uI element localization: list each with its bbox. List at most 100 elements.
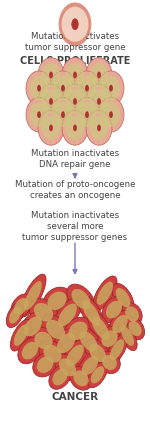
- Ellipse shape: [14, 298, 28, 315]
- Ellipse shape: [39, 340, 66, 367]
- Ellipse shape: [38, 58, 64, 92]
- Ellipse shape: [74, 370, 88, 386]
- Ellipse shape: [66, 116, 84, 140]
- Ellipse shape: [34, 303, 53, 321]
- Ellipse shape: [66, 63, 84, 87]
- Ellipse shape: [97, 98, 101, 105]
- Ellipse shape: [125, 318, 145, 340]
- Ellipse shape: [78, 102, 96, 127]
- Ellipse shape: [41, 315, 70, 344]
- Text: Mutation inactivates
several more
tumor suppressor genes: Mutation inactivates several more tumor …: [22, 211, 128, 242]
- Ellipse shape: [47, 292, 67, 310]
- Ellipse shape: [26, 97, 52, 132]
- Ellipse shape: [24, 281, 42, 310]
- Ellipse shape: [97, 282, 113, 305]
- Ellipse shape: [112, 315, 128, 333]
- Ellipse shape: [93, 276, 117, 310]
- Ellipse shape: [74, 71, 100, 105]
- Ellipse shape: [72, 19, 78, 30]
- Ellipse shape: [73, 71, 77, 78]
- Ellipse shape: [38, 111, 64, 145]
- Ellipse shape: [10, 319, 32, 351]
- Ellipse shape: [42, 63, 60, 87]
- Ellipse shape: [101, 330, 118, 347]
- Ellipse shape: [37, 111, 41, 118]
- Ellipse shape: [110, 339, 124, 360]
- Ellipse shape: [43, 287, 71, 314]
- Ellipse shape: [30, 102, 48, 127]
- Ellipse shape: [33, 352, 57, 377]
- Ellipse shape: [38, 84, 64, 119]
- Text: CELLS PROLIFERATE: CELLS PROLIFERATE: [20, 56, 130, 66]
- Ellipse shape: [62, 340, 88, 371]
- Ellipse shape: [106, 301, 122, 318]
- Ellipse shape: [54, 102, 72, 127]
- Ellipse shape: [75, 326, 102, 356]
- Ellipse shape: [78, 352, 102, 379]
- Ellipse shape: [42, 89, 60, 114]
- Ellipse shape: [43, 345, 62, 363]
- Ellipse shape: [49, 71, 53, 78]
- Ellipse shape: [49, 365, 71, 389]
- Ellipse shape: [73, 98, 77, 105]
- Ellipse shape: [102, 76, 120, 101]
- Ellipse shape: [106, 334, 128, 365]
- Ellipse shape: [121, 326, 134, 346]
- Ellipse shape: [22, 342, 38, 359]
- Ellipse shape: [86, 111, 112, 145]
- Ellipse shape: [46, 320, 65, 339]
- Ellipse shape: [20, 274, 46, 317]
- Ellipse shape: [98, 326, 122, 351]
- Ellipse shape: [82, 300, 101, 326]
- Ellipse shape: [70, 366, 92, 390]
- Ellipse shape: [91, 366, 104, 384]
- Ellipse shape: [64, 317, 92, 344]
- Text: Mutation of proto-oncogene
creates an oncogene: Mutation of proto-oncogene creates an on…: [15, 179, 135, 200]
- Ellipse shape: [102, 102, 120, 127]
- Ellipse shape: [49, 124, 53, 131]
- Ellipse shape: [58, 303, 77, 326]
- Ellipse shape: [24, 316, 42, 336]
- Ellipse shape: [55, 354, 80, 381]
- Ellipse shape: [102, 355, 117, 370]
- Ellipse shape: [37, 356, 53, 373]
- Ellipse shape: [59, 359, 76, 376]
- Ellipse shape: [108, 310, 132, 338]
- Ellipse shape: [61, 111, 65, 118]
- Ellipse shape: [52, 369, 68, 385]
- Ellipse shape: [88, 362, 107, 388]
- Ellipse shape: [66, 89, 84, 114]
- Ellipse shape: [74, 97, 100, 132]
- Ellipse shape: [67, 284, 95, 314]
- Ellipse shape: [73, 124, 77, 131]
- Ellipse shape: [62, 58, 88, 92]
- Ellipse shape: [128, 321, 142, 336]
- Ellipse shape: [78, 294, 105, 332]
- Ellipse shape: [14, 325, 28, 346]
- Ellipse shape: [90, 116, 108, 140]
- Ellipse shape: [109, 85, 113, 92]
- Ellipse shape: [62, 111, 88, 145]
- Ellipse shape: [80, 331, 98, 351]
- Ellipse shape: [61, 85, 65, 92]
- Ellipse shape: [42, 116, 60, 140]
- Ellipse shape: [59, 3, 91, 46]
- Ellipse shape: [86, 58, 112, 92]
- Ellipse shape: [118, 321, 137, 351]
- Ellipse shape: [61, 6, 89, 43]
- Ellipse shape: [125, 306, 139, 321]
- Ellipse shape: [30, 76, 48, 101]
- Ellipse shape: [90, 63, 108, 87]
- Ellipse shape: [26, 71, 52, 105]
- Text: Mutation inactivates
tumor suppressor gene: Mutation inactivates tumor suppressor ge…: [25, 32, 125, 52]
- Ellipse shape: [49, 98, 53, 105]
- Ellipse shape: [62, 84, 88, 119]
- Ellipse shape: [72, 289, 90, 309]
- Ellipse shape: [112, 283, 134, 312]
- Text: CANCER: CANCER: [51, 392, 99, 402]
- Ellipse shape: [9, 307, 21, 324]
- Ellipse shape: [109, 111, 113, 118]
- Ellipse shape: [102, 296, 126, 323]
- Ellipse shape: [66, 344, 84, 366]
- Ellipse shape: [89, 344, 106, 362]
